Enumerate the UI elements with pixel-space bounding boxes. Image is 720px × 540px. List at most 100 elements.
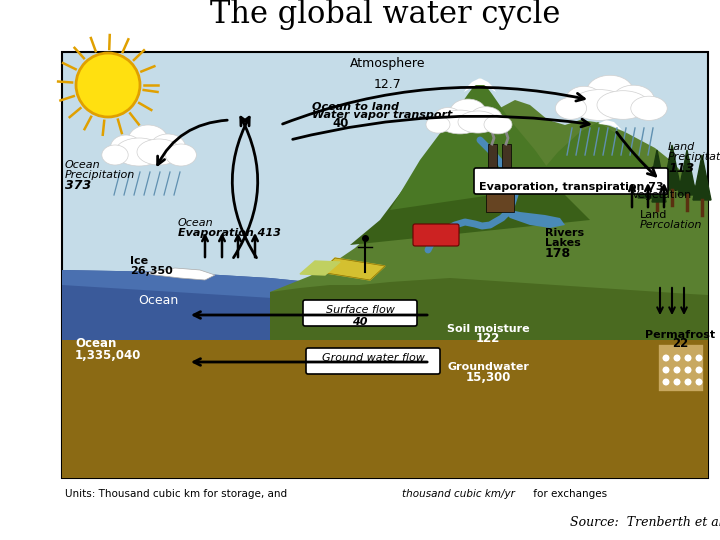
- Circle shape: [673, 379, 680, 386]
- Polygon shape: [678, 150, 696, 195]
- Text: The global water cycle: The global water cycle: [210, 0, 560, 30]
- Ellipse shape: [458, 111, 498, 133]
- Text: Ground water flow: Ground water flow: [322, 353, 424, 363]
- Bar: [62, 52, 708, 478]
- FancyArrowPatch shape: [233, 117, 256, 258]
- Text: 113: 113: [668, 162, 694, 175]
- Text: 373: 373: [65, 179, 91, 192]
- Text: Ice: Ice: [130, 256, 148, 266]
- Text: 40: 40: [332, 117, 348, 130]
- Text: Lakes: Lakes: [545, 238, 581, 248]
- FancyArrowPatch shape: [282, 87, 584, 124]
- Text: 178: 178: [545, 247, 571, 260]
- Ellipse shape: [470, 107, 502, 129]
- Text: Land: Land: [640, 210, 667, 220]
- Polygon shape: [390, 78, 560, 210]
- Text: Source:  Trenberth et al. (2007): Source: Trenberth et al. (2007): [570, 516, 720, 529]
- Polygon shape: [270, 278, 708, 340]
- FancyBboxPatch shape: [413, 224, 459, 246]
- Text: Vegetation: Vegetation: [631, 190, 692, 200]
- Circle shape: [673, 354, 680, 361]
- Text: Surface flow: Surface flow: [325, 305, 395, 315]
- FancyArrowPatch shape: [158, 120, 228, 165]
- Polygon shape: [693, 155, 711, 200]
- Ellipse shape: [438, 110, 482, 134]
- Text: for exchanges: for exchanges: [530, 489, 607, 499]
- Ellipse shape: [111, 135, 141, 159]
- Text: Evaporation 413: Evaporation 413: [178, 228, 281, 238]
- Text: 15,300: 15,300: [465, 371, 510, 384]
- Polygon shape: [300, 261, 340, 275]
- Bar: [658, 344, 704, 392]
- Text: Precipitation: Precipitation: [65, 170, 135, 180]
- Text: Ocean: Ocean: [75, 337, 117, 350]
- Circle shape: [662, 354, 670, 361]
- Text: Atmosphere: Atmosphere: [350, 57, 426, 70]
- Bar: [486, 172, 514, 212]
- Text: Soil moisture: Soil moisture: [446, 324, 529, 334]
- Bar: [488, 144, 497, 172]
- Polygon shape: [350, 95, 590, 245]
- Ellipse shape: [150, 134, 186, 160]
- Polygon shape: [62, 270, 708, 478]
- Polygon shape: [270, 100, 708, 340]
- Text: Percolation: Percolation: [640, 220, 703, 230]
- Text: Ocean: Ocean: [138, 294, 178, 307]
- Text: Groundwater: Groundwater: [447, 362, 529, 372]
- Polygon shape: [320, 258, 385, 280]
- Ellipse shape: [566, 86, 602, 113]
- Ellipse shape: [587, 75, 634, 109]
- Polygon shape: [663, 145, 681, 190]
- FancyArrowPatch shape: [233, 117, 258, 258]
- Text: Ocean: Ocean: [178, 218, 214, 228]
- Text: 26,350: 26,350: [130, 266, 173, 276]
- Text: Permafrost: Permafrost: [645, 330, 715, 340]
- Ellipse shape: [426, 116, 450, 133]
- Ellipse shape: [631, 96, 667, 120]
- Circle shape: [696, 354, 703, 361]
- Bar: [502, 144, 511, 172]
- Circle shape: [685, 379, 691, 386]
- Polygon shape: [500, 208, 565, 228]
- Ellipse shape: [450, 99, 486, 125]
- Text: 40: 40: [352, 317, 368, 327]
- Text: Land: Land: [668, 142, 696, 152]
- Text: 22: 22: [672, 337, 688, 350]
- Text: Evaporation, transpiration 73: Evaporation, transpiration 73: [479, 182, 663, 192]
- Circle shape: [696, 367, 703, 374]
- Text: Ocean: Ocean: [65, 160, 101, 170]
- Circle shape: [685, 354, 691, 361]
- Text: 122: 122: [476, 332, 500, 345]
- Circle shape: [76, 53, 140, 117]
- Circle shape: [696, 379, 703, 386]
- FancyArrowPatch shape: [293, 116, 589, 139]
- FancyArrowPatch shape: [616, 132, 656, 176]
- Circle shape: [662, 367, 670, 374]
- Text: Units: Thousand cubic km for storage, and: Units: Thousand cubic km for storage, an…: [65, 489, 290, 499]
- Polygon shape: [638, 166, 652, 198]
- Polygon shape: [62, 340, 708, 478]
- Polygon shape: [530, 122, 655, 185]
- Text: Precipitation: Precipitation: [668, 152, 720, 162]
- Polygon shape: [648, 150, 666, 195]
- Polygon shape: [464, 78, 496, 92]
- FancyBboxPatch shape: [303, 300, 417, 326]
- Text: Water vapor transport: Water vapor transport: [312, 110, 452, 120]
- Ellipse shape: [115, 138, 163, 166]
- Text: Ocean to land: Ocean to land: [312, 102, 399, 112]
- Ellipse shape: [128, 125, 168, 155]
- Polygon shape: [62, 270, 708, 325]
- Circle shape: [673, 367, 680, 374]
- Polygon shape: [652, 170, 666, 202]
- Ellipse shape: [434, 107, 462, 128]
- Ellipse shape: [613, 85, 654, 114]
- Polygon shape: [591, 120, 622, 130]
- Text: thousand cubic km/yr: thousand cubic km/yr: [402, 489, 515, 499]
- Ellipse shape: [571, 90, 628, 120]
- Ellipse shape: [102, 145, 128, 165]
- Circle shape: [662, 379, 670, 386]
- FancyBboxPatch shape: [306, 348, 440, 374]
- Polygon shape: [145, 268, 215, 280]
- Ellipse shape: [597, 91, 649, 119]
- Circle shape: [685, 367, 691, 374]
